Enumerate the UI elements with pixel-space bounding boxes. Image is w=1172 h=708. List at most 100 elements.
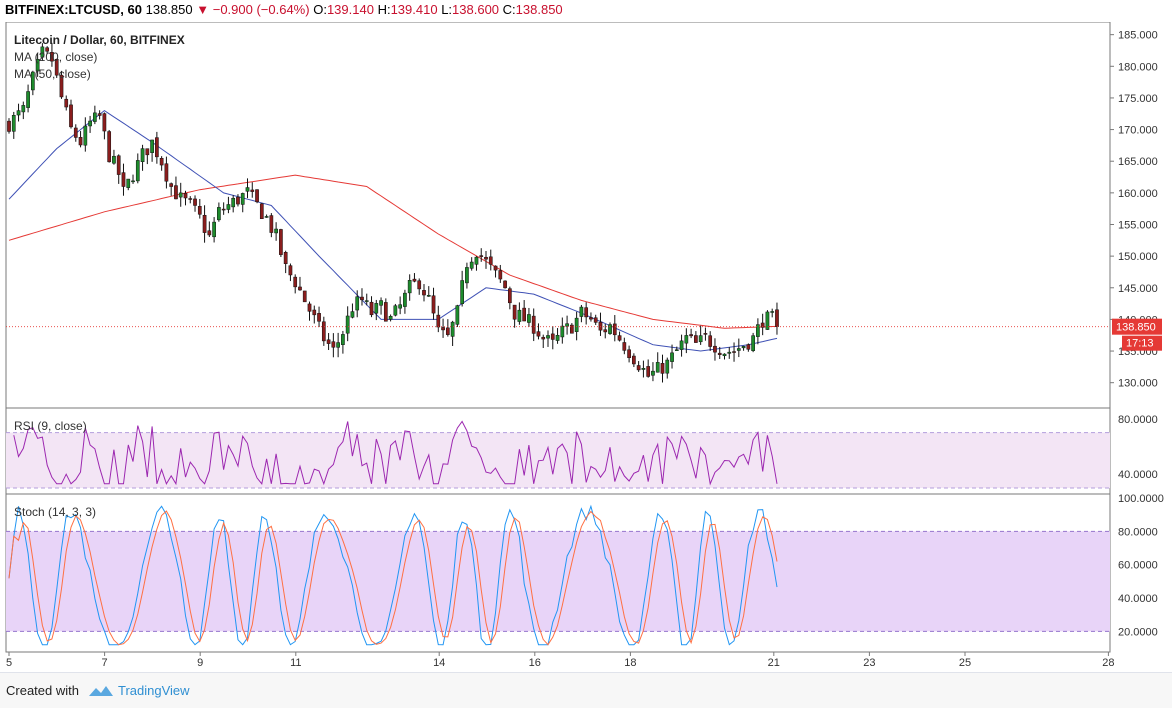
close-value: 138.850 bbox=[515, 2, 563, 17]
candle bbox=[326, 333, 331, 351]
candle-body bbox=[221, 208, 226, 211]
candle bbox=[713, 338, 717, 361]
legend-ma200: MA (200, close) bbox=[14, 50, 97, 64]
candle-body bbox=[7, 120, 11, 132]
candle-body bbox=[536, 331, 541, 337]
candle-body bbox=[622, 342, 627, 351]
tradingview-link[interactable]: TradingView bbox=[118, 683, 190, 698]
candle bbox=[121, 163, 126, 196]
candle-body bbox=[150, 139, 154, 153]
candle bbox=[336, 332, 340, 358]
open-label: O: bbox=[313, 2, 327, 17]
candle-body bbox=[88, 120, 92, 127]
candle bbox=[317, 306, 321, 328]
candle bbox=[126, 178, 131, 191]
close-label: C: bbox=[502, 2, 516, 17]
candle-body bbox=[83, 125, 88, 146]
candle bbox=[255, 189, 259, 204]
candle-body bbox=[584, 307, 589, 318]
time-axis-label: 11 bbox=[290, 657, 301, 669]
time-axis-label: 14 bbox=[433, 657, 445, 669]
candle-body bbox=[751, 335, 755, 351]
candle bbox=[54, 58, 59, 78]
candle-body bbox=[665, 359, 670, 374]
candle-body bbox=[412, 278, 417, 282]
candle bbox=[207, 221, 212, 237]
candle bbox=[16, 103, 21, 122]
price-axis-label: 155.000 bbox=[1118, 219, 1158, 231]
candle bbox=[331, 333, 336, 358]
candle-body bbox=[231, 197, 236, 208]
candle-body bbox=[422, 290, 426, 296]
candle-body bbox=[360, 296, 364, 301]
candle bbox=[183, 190, 188, 206]
candle bbox=[422, 284, 426, 302]
candle bbox=[236, 194, 240, 207]
candle bbox=[603, 323, 608, 339]
candle-body bbox=[345, 315, 350, 334]
candle bbox=[69, 99, 73, 129]
candle bbox=[469, 257, 474, 271]
candle-body bbox=[589, 317, 593, 320]
candle-body bbox=[684, 335, 689, 344]
candle bbox=[503, 280, 507, 289]
candle bbox=[369, 296, 374, 318]
candle bbox=[202, 205, 207, 243]
candle-body bbox=[746, 344, 751, 350]
candle-body bbox=[603, 329, 608, 333]
candle bbox=[498, 264, 503, 283]
rsi-line bbox=[13, 420, 778, 486]
chart-canvas[interactable]: 130.000135.000140.000145.000150.000155.0… bbox=[0, 22, 1172, 672]
candle-body bbox=[174, 185, 178, 200]
candle bbox=[460, 270, 464, 307]
candle-body bbox=[508, 288, 512, 304]
candle bbox=[11, 111, 16, 139]
candle-body bbox=[236, 196, 240, 205]
candle-body bbox=[312, 309, 317, 316]
symbol-label: BITFINEX:LTCUSD, 60 bbox=[5, 2, 142, 17]
created-with-label: Created with bbox=[6, 683, 79, 698]
time-axis-label: 5 bbox=[6, 657, 12, 669]
candle bbox=[441, 318, 445, 338]
candle bbox=[379, 297, 383, 315]
candle-body bbox=[255, 189, 259, 203]
candle-body bbox=[35, 59, 40, 72]
candle bbox=[274, 222, 278, 241]
legend-ma50: MA (50, close) bbox=[14, 67, 91, 81]
stoch-band bbox=[6, 531, 1110, 632]
candle bbox=[474, 256, 479, 271]
candle bbox=[178, 182, 183, 207]
candle bbox=[632, 353, 636, 368]
candle-body bbox=[11, 115, 16, 132]
candle bbox=[140, 144, 145, 171]
rsi-axis-label: 40.0000 bbox=[1118, 469, 1158, 481]
candle bbox=[221, 202, 226, 215]
candle-body bbox=[250, 189, 255, 192]
candle-body bbox=[517, 309, 522, 322]
candle-body bbox=[69, 104, 73, 128]
candle bbox=[164, 156, 169, 189]
candle-body bbox=[164, 163, 169, 182]
candle bbox=[383, 298, 388, 322]
candle-body bbox=[16, 110, 21, 116]
time-axis-label: 18 bbox=[624, 657, 636, 669]
candle bbox=[527, 307, 531, 327]
candle bbox=[116, 154, 121, 184]
candle-body bbox=[388, 315, 393, 320]
candle bbox=[665, 357, 670, 379]
candle bbox=[746, 343, 751, 352]
time-axis-label: 28 bbox=[1102, 657, 1114, 669]
candle-body bbox=[465, 267, 469, 284]
candle bbox=[107, 129, 112, 163]
candle-body bbox=[407, 280, 412, 294]
candle bbox=[636, 361, 641, 372]
candle bbox=[403, 289, 407, 314]
candle bbox=[417, 278, 422, 295]
candle bbox=[522, 300, 527, 322]
open-value: 139.140 bbox=[326, 2, 374, 17]
candle bbox=[517, 302, 522, 325]
candle bbox=[174, 176, 178, 200]
candle-body bbox=[560, 325, 565, 338]
candle-body bbox=[364, 300, 369, 302]
candle bbox=[288, 263, 293, 282]
